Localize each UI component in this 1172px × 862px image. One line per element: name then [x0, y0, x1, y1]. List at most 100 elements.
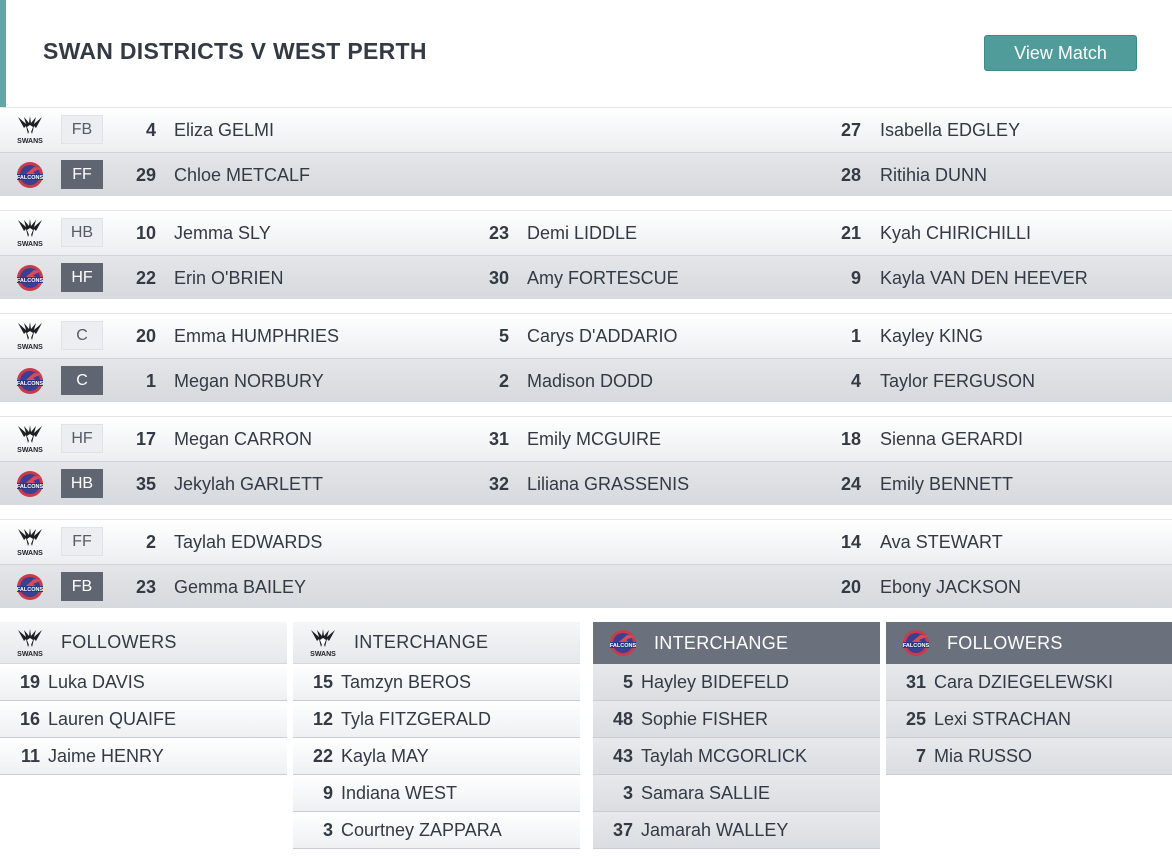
player-name[interactable]: Gemma BAILEY: [174, 577, 307, 597]
player-name[interactable]: Erin O'BRIEN: [174, 268, 284, 288]
svg-text:SWANS: SWANS: [17, 651, 43, 658]
player-number: 30: [488, 268, 509, 288]
list-item: 25 Lexi STRACHAN: [886, 701, 1172, 738]
player-number: 15: [312, 672, 333, 692]
svg-text:FALCONS: FALCONS: [17, 484, 44, 490]
falcons-followers-panel: FALCONS FOLLOWERS 31 Cara DZIEGELEWSKI 25 Lex…: [886, 622, 1172, 775]
player-name[interactable]: Taylah EDWARDS: [174, 532, 323, 552]
svg-text:FALCONS: FALCONS: [17, 587, 44, 593]
position-badge: FF: [61, 160, 103, 189]
player-name[interactable]: Eliza GELMI: [174, 120, 275, 140]
player-name[interactable]: Samara SALLIE: [641, 783, 771, 803]
player-name[interactable]: Lexi STRACHAN: [934, 709, 1072, 729]
player-number: 22: [135, 268, 156, 288]
view-match-button[interactable]: View Match: [984, 35, 1137, 71]
player-name[interactable]: Emily BENNETT: [880, 474, 1014, 494]
panel-title: INTERCHANGE: [654, 632, 789, 653]
swans-logo-icon: SWANS: [14, 114, 46, 146]
player-number: 24: [840, 474, 861, 494]
player-name[interactable]: Kyah CHIRICHILLI: [880, 223, 1032, 243]
player-number: [469, 108, 509, 152]
player-number: 27: [840, 120, 861, 140]
falcons-logo-icon: FALCONS: [14, 159, 46, 191]
player-name[interactable]: Ritihia DUNN: [880, 165, 988, 185]
player-name[interactable]: Ava STEWART: [880, 532, 1003, 552]
swans-row: SWANS HB 10 Jemma SLY 23 Demi LIDDLE 21 Kyah CH…: [0, 211, 1172, 255]
player-name[interactable]: Taylah MCGORLICK: [641, 746, 808, 766]
swans-logo-icon: SWANS: [14, 217, 46, 249]
position-line: SWANS C 20 Emma HUMPHRIES 5 Carys D'ADDARIO 1 K…: [0, 313, 1172, 402]
player-name[interactable]: Isabella EDGLEY: [880, 120, 1021, 140]
swans-row: SWANS FF 2 Taylah EDWARDS 14 Ava STEWART: [0, 520, 1172, 564]
player-number: 2: [498, 371, 509, 391]
player-name[interactable]: Ebony JACKSON: [880, 577, 1022, 597]
player-name[interactable]: Sienna GERARDI: [880, 429, 1024, 449]
player-name[interactable]: Jamarah WALLEY: [641, 820, 789, 840]
player-number: 28: [840, 165, 861, 185]
svg-text:FALCONS: FALCONS: [17, 381, 44, 387]
player-name[interactable]: Taylor FERGUSON: [880, 371, 1036, 391]
player-name[interactable]: Kayla MAY: [341, 746, 429, 766]
falcons-row: FALCONS FF 29 Chloe METCALF 28 Ritihia DUNN: [0, 152, 1172, 196]
svg-text:FALCONS: FALCONS: [17, 175, 44, 181]
player-name[interactable]: Megan CARRON: [174, 429, 313, 449]
player-number: 48: [612, 709, 633, 729]
player-name[interactable]: Jaime HENRY: [48, 746, 164, 766]
player-number: 17: [135, 429, 156, 449]
player-name[interactable]: Lauren QUAIFE: [48, 709, 177, 729]
player-number: 20: [840, 577, 861, 597]
svg-text:FALCONS: FALCONS: [17, 278, 44, 284]
player-name[interactable]: Jemma SLY: [174, 223, 271, 243]
player-name[interactable]: Emma HUMPHRIES: [174, 326, 340, 346]
svg-text:SWANS: SWANS: [17, 138, 43, 145]
swans-interchange-panel: SWANS INTERCHANGE 15 Tamzyn BEROS 12 Tyla FIT…: [293, 622, 580, 849]
player-name[interactable]: Liliana GRASSENIS: [527, 474, 690, 494]
player-name[interactable]: Madison DODD: [527, 371, 654, 391]
player-number: 2: [145, 532, 156, 552]
player-name[interactable]: Mia RUSSO: [934, 746, 1033, 766]
player-name[interactable]: Courtney ZAPPARA: [341, 820, 502, 840]
list-item: 37 Jamarah WALLEY: [593, 812, 880, 849]
svg-text:SWANS: SWANS: [17, 344, 43, 351]
falcons-logo-icon: FALCONS: [14, 571, 46, 603]
player-number: 29: [135, 165, 156, 185]
player-name[interactable]: Jekylah GARLETT: [174, 474, 324, 494]
svg-text:SWANS: SWANS: [310, 651, 336, 658]
player-number: 9: [850, 268, 861, 288]
list-item: 12 Tyla FITZGERALD: [293, 701, 580, 738]
swans-row: SWANS C 20 Emma HUMPHRIES 5 Carys D'ADDARIO 1 K…: [0, 314, 1172, 358]
player-name[interactable]: Emily MCGUIRE: [527, 429, 661, 449]
player-number: [469, 520, 509, 564]
player-name[interactable]: Chloe METCALF: [174, 165, 311, 185]
player-name[interactable]: Cara DZIEGELEWSKI: [934, 672, 1114, 692]
player-number: 1: [850, 326, 861, 346]
player-number: [469, 565, 509, 609]
swans-logo-icon: SWANS: [14, 526, 46, 558]
player-name[interactable]: Amy FORTESCUE: [527, 268, 679, 288]
player-name[interactable]: Tamzyn BEROS: [341, 672, 472, 692]
player-name[interactable]: Kayley KING: [880, 326, 984, 346]
player-name[interactable]: Luka DAVIS: [48, 672, 145, 692]
list-item: 16 Lauren QUAIFE: [0, 701, 287, 738]
player-number: 9: [322, 783, 333, 803]
list-item: 15 Tamzyn BEROS: [293, 664, 580, 701]
falcons-logo-icon: FALCONS: [900, 627, 932, 659]
player-name[interactable]: Demi LIDDLE: [527, 223, 638, 243]
svg-text:SWANS: SWANS: [17, 241, 43, 248]
list-item: 7 Mia RUSSO: [886, 738, 1172, 775]
player-name[interactable]: Hayley BIDEFELD: [641, 672, 790, 692]
player-number: 4: [145, 120, 156, 140]
player-name[interactable]: Megan NORBURY: [174, 371, 324, 391]
player-number: 3: [622, 783, 633, 803]
player-number: [469, 153, 509, 197]
player-name[interactable]: Indiana WEST: [341, 783, 458, 803]
player-name[interactable]: Kayla VAN DEN HEEVER: [880, 268, 1088, 288]
player-number: 14: [840, 532, 861, 552]
position-badge: HB: [61, 218, 103, 247]
player-number: 4: [850, 371, 861, 391]
player-name[interactable]: Carys D'ADDARIO: [527, 326, 678, 346]
player-name[interactable]: Tyla FITZGERALD: [341, 709, 492, 729]
player-number: 31: [905, 672, 926, 692]
svg-text:FALCONS: FALCONS: [610, 643, 637, 649]
player-name[interactable]: Sophie FISHER: [641, 709, 769, 729]
